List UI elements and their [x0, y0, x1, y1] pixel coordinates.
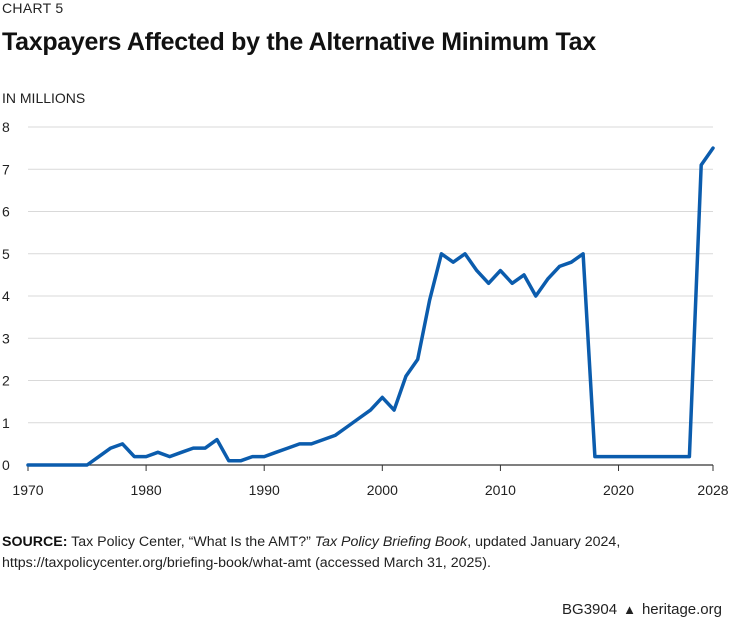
- x-tick-label: 2020: [603, 482, 634, 498]
- x-tick-label: 2028: [697, 482, 728, 498]
- source-label: SOURCE:: [2, 534, 68, 550]
- source-text-before: Tax Policy Center, “What Is the AMT?”: [67, 534, 315, 550]
- y-tick-label: 7: [2, 161, 10, 177]
- source-note: SOURCE: Tax Policy Center, “What Is the …: [2, 532, 722, 574]
- chart-eyebrow: CHART 5: [2, 0, 64, 16]
- x-tick-label: 2000: [367, 482, 398, 498]
- liberty-bell-icon: ▲: [623, 602, 636, 617]
- y-tick-label: 0: [2, 457, 10, 473]
- source-text-after: , updated January 2024, https://taxpolic…: [2, 534, 621, 571]
- gridlines: [27, 126, 714, 471]
- line-chart: 0 1 2 3 4 5 6 7 8 1970 1980 1990 2000 2010 2020 2028: [2, 119, 729, 498]
- y-tick-label: 3: [2, 330, 10, 346]
- y-tick-label: 4: [2, 288, 10, 304]
- x-tick-label: 1980: [131, 482, 162, 498]
- y-axis-unit-label: IN MILLIONS: [2, 90, 86, 106]
- y-tick-label: 6: [2, 204, 10, 220]
- y-tick-label: 1: [2, 415, 10, 431]
- x-tick-labels: 1970 1980 1990 2000 2010 2020 2028: [12, 482, 728, 498]
- y-tick-label: 8: [2, 119, 10, 135]
- series-layer: [26, 146, 715, 467]
- y-tick-label: 5: [2, 246, 10, 262]
- x-tick-label: 1970: [12, 482, 43, 498]
- x-tick-label: 1990: [249, 482, 280, 498]
- y-tick-labels: 0 1 2 3 4 5 6 7 8: [2, 119, 10, 473]
- chart-title: Taxpayers Affected by the Alternative Mi…: [2, 28, 596, 56]
- source-italic-title: Tax Policy Briefing Book: [314, 534, 468, 550]
- series-line: [26, 146, 715, 467]
- report-code: BG3904: [562, 601, 618, 618]
- footer: BG3904 ▲ heritage.org: [562, 601, 722, 618]
- heritage-link[interactable]: heritage.org: [641, 601, 722, 618]
- y-tick-label: 2: [2, 373, 10, 389]
- x-tick-label: 2010: [485, 482, 516, 498]
